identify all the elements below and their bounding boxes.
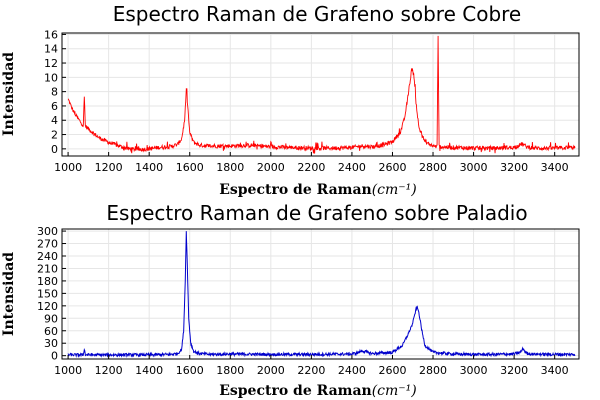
x-axis-label-text-paladio: Espectro de Raman (219, 383, 372, 399)
x-tick-label-paladio: 2200 (297, 364, 325, 377)
y-tick-label-paladio: 150 (37, 287, 58, 300)
x-tick-label-cobre: 2000 (257, 161, 285, 174)
x-tick-label-paladio: 2800 (419, 364, 447, 377)
x-tick-label-cobre: 3400 (541, 161, 569, 174)
y-tick-label-cobre: 8 (51, 86, 58, 99)
y-tick-label-paladio: 180 (37, 275, 58, 288)
x-ticks-cobre: 1000 1200 1400 1600 1800 2000 2200 2400 2600 2800… (54, 152, 569, 174)
x-tick-label-paladio: 1000 (54, 364, 82, 377)
x-tick-label-paladio: 2400 (338, 364, 366, 377)
x-tick-label-cobre: 1200 (95, 161, 123, 174)
x-tick-label-cobre: 2800 (419, 161, 447, 174)
x-tick-label-cobre: 1800 (216, 161, 244, 174)
series-group-cobre (67, 35, 576, 154)
x-tick-label-paladio: 1400 (135, 364, 163, 377)
plot-frame-paladio (61, 228, 580, 360)
y-tick-label-paladio: 240 (37, 250, 58, 263)
x-tick-label-cobre: 1600 (176, 161, 204, 174)
x-axis-label-paladio: Espectro de Raman(cm⁻¹) (219, 383, 417, 399)
x-tick-label-cobre: 2600 (378, 161, 406, 174)
x-tick-label-cobre: 3200 (500, 161, 528, 174)
grid-paladio (62, 229, 579, 359)
chart-title-cobre: Espectro Raman de Grafeno sobre Cobre (113, 2, 522, 26)
chart-cobre: Espectro Raman de Grafeno sobre Cobre 10… (1, 2, 580, 198)
x-tick-label-paladio: 2000 (257, 364, 285, 377)
y-tick-label-paladio: 210 (37, 262, 58, 275)
y-tick-label-paladio: 30 (44, 337, 58, 350)
y-tick-label-cobre: 14 (44, 43, 58, 56)
y-axis-label-cobre: Intensidad (1, 52, 17, 136)
x-ticks-paladio: 1000 1200 1400 1600 1800 2000 2200 2400 2600 2800… (54, 355, 569, 377)
grid-cobre (62, 33, 579, 156)
chart-paladio: Espectro Raman de Grafeno sobre Paladio … (1, 201, 580, 399)
x-tick-label-cobre: 1000 (54, 161, 82, 174)
x-tick-label-cobre: 3000 (460, 161, 488, 174)
y-tick-label-cobre: 2 (51, 129, 58, 142)
y-tick-label-paladio: 270 (37, 238, 58, 251)
y-tick-label-cobre: 4 (51, 114, 58, 127)
x-axis-label-cobre: Espectro de Raman(cm⁻¹) (219, 182, 417, 198)
y-tick-label-paladio: 300 (37, 225, 58, 238)
y-tick-label-cobre: 0 (51, 143, 58, 156)
series-group-paladio (67, 231, 576, 358)
y-tick-label-cobre: 12 (44, 57, 58, 70)
x-tick-label-paladio: 1200 (95, 364, 123, 377)
y-tick-label-cobre: 16 (44, 28, 58, 41)
x-tick-label-paladio: 3400 (541, 364, 569, 377)
chart-title-paladio: Espectro Raman de Grafeno sobre Paladio (106, 201, 527, 225)
x-axis-unit-paladio: (cm⁻¹) (372, 383, 417, 399)
x-tick-label-cobre: 2200 (297, 161, 325, 174)
x-tick-label-paladio: 2600 (378, 364, 406, 377)
x-tick-label-cobre: 2400 (338, 161, 366, 174)
y-tick-label-paladio: 0 (51, 350, 58, 363)
x-tick-label-paladio: 1800 (216, 364, 244, 377)
plot-frame-cobre (61, 32, 580, 157)
y-axis-label-paladio: Intensidad (1, 252, 17, 336)
y-tick-label-paladio: 60 (44, 325, 58, 338)
series-line-paladio (67, 231, 576, 358)
x-axis-label-text-cobre: Espectro de Raman (219, 182, 372, 198)
x-axis-unit-cobre: (cm⁻¹) (372, 182, 417, 198)
x-tick-label-paladio: 3200 (500, 364, 528, 377)
y-tick-label-cobre: 6 (51, 100, 58, 113)
series-line-cobre (67, 35, 576, 154)
y-tick-label-paladio: 90 (44, 312, 58, 325)
x-tick-label-cobre: 1400 (135, 161, 163, 174)
y-tick-label-cobre: 10 (44, 71, 58, 84)
y-tick-label-paladio: 120 (37, 300, 58, 313)
x-tick-label-paladio: 1600 (176, 364, 204, 377)
x-tick-label-paladio: 3000 (460, 364, 488, 377)
